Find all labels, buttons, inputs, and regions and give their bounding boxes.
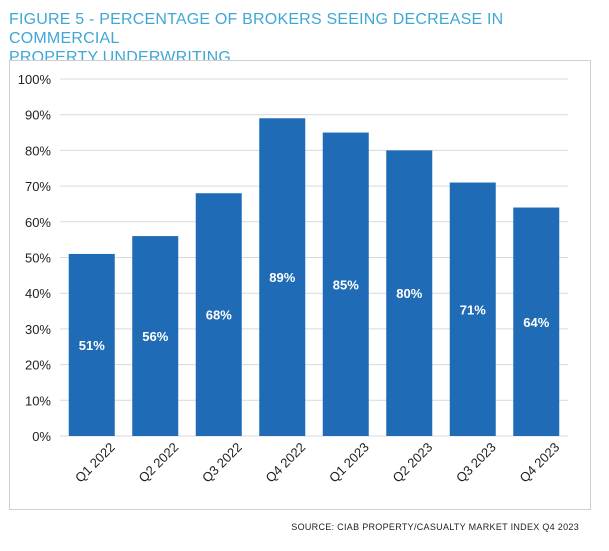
bar: [513, 207, 560, 436]
y-tick-label: 40%: [25, 286, 51, 301]
x-tick-label: Q3 2023: [453, 440, 499, 486]
y-tick-label: 50%: [25, 251, 51, 266]
bar-data-label: 56%: [142, 329, 168, 344]
y-tick-label: 90%: [25, 108, 51, 123]
x-tick-label: Q2 2023: [389, 440, 435, 486]
y-tick-label: 100%: [18, 72, 52, 87]
bar: [195, 193, 242, 436]
x-tick-label: Q2 2022: [135, 440, 181, 486]
y-tick-label: 0%: [32, 429, 51, 444]
x-tick-label: Q4 2023: [516, 440, 562, 486]
bar-data-label: 68%: [206, 308, 232, 323]
bar: [386, 150, 433, 436]
x-tick-label: Q1 2023: [326, 440, 372, 486]
bar-data-label: 89%: [269, 270, 295, 285]
source-note: SOURCE: CIAB PROPERTY/CASUALTY MARKET IN…: [291, 522, 579, 532]
bar: [68, 253, 115, 436]
bar-data-label: 71%: [460, 302, 486, 317]
bar: [449, 182, 496, 436]
bar-data-labels: 51% 56% 68% 89% 85% 80% 71% 64%: [79, 270, 550, 353]
bar-data-label: 85%: [333, 277, 359, 292]
x-tick-label: Q4 2022: [262, 440, 308, 486]
y-tick-label: 20%: [25, 358, 51, 373]
y-tick-label: 30%: [25, 322, 51, 337]
y-tick-label: 60%: [25, 215, 51, 230]
bar-data-label: 51%: [79, 338, 105, 353]
bar: [132, 236, 179, 436]
y-tick-label: 80%: [25, 143, 51, 158]
x-axis-tick-labels: Q1 2022 Q2 2022 Q3 2022 Q4 2022 Q1 2023 Q2 20…: [72, 440, 562, 486]
chart-title-line-1: FIGURE 5 - PERCENTAGE OF BROKERS SEEING …: [9, 11, 504, 47]
y-tick-label: 10%: [25, 393, 51, 408]
bar: [322, 132, 369, 437]
y-tick-label: 70%: [25, 179, 51, 194]
x-tick-label: Q3 2022: [199, 440, 245, 486]
bars: [68, 118, 560, 437]
bar: [259, 118, 306, 437]
bar-data-label: 80%: [396, 286, 422, 301]
x-tick-label: Q1 2022: [72, 440, 118, 486]
y-axis-tick-labels: 0% 10% 20% 30% 40% 50% 60% 70% 80% 90% 100%: [18, 72, 52, 444]
bar-data-label: 64%: [523, 315, 549, 330]
